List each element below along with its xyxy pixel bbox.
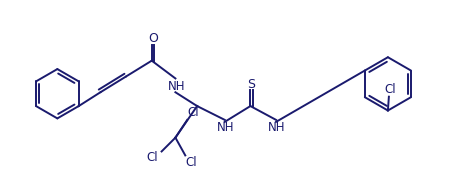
Text: O: O <box>147 32 157 45</box>
Text: Cl: Cl <box>383 83 395 96</box>
Text: NH: NH <box>217 121 234 134</box>
Text: NH: NH <box>268 121 285 134</box>
Text: Cl: Cl <box>185 156 197 169</box>
Text: NH: NH <box>167 80 185 93</box>
Text: S: S <box>247 78 255 91</box>
Text: Cl: Cl <box>187 106 199 120</box>
Text: Cl: Cl <box>145 151 157 164</box>
